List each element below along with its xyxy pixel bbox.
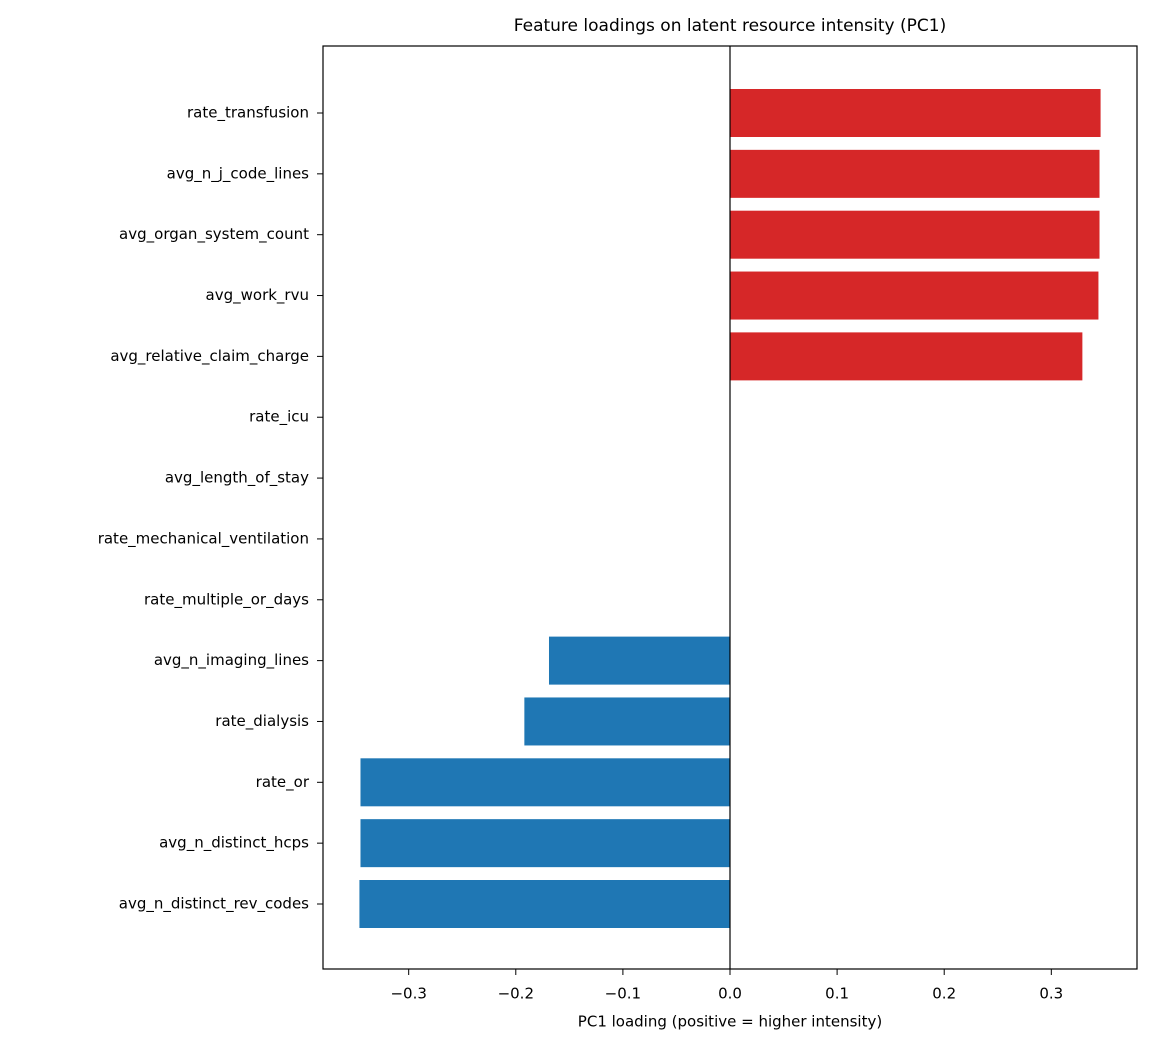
x-tick-label: −0.3 <box>390 985 426 1003</box>
y-tick-label: avg_relative_claim_charge <box>110 347 309 366</box>
bar <box>360 758 730 807</box>
bar <box>730 271 1099 320</box>
y-tick-label: rate_icu <box>249 408 309 427</box>
bar <box>730 149 1100 198</box>
y-tick-label: rate_multiple_or_days <box>144 590 309 609</box>
y-tick-label: avg_n_imaging_lines <box>154 651 309 670</box>
y-tick-label: avg_work_rvu <box>206 286 309 305</box>
y-tick-label: avg_length_of_stay <box>165 469 309 488</box>
chart-title: Feature loadings on latent resource inte… <box>514 16 946 36</box>
bar <box>524 697 730 746</box>
bar <box>730 89 1101 137</box>
x-tick-label: −0.1 <box>605 985 641 1003</box>
x-tick-label: 0.1 <box>825 985 849 1003</box>
bar <box>359 880 730 928</box>
y-tick-label: avg_n_distinct_hcps <box>159 834 309 853</box>
y-tick-label: avg_n_j_code_lines <box>167 164 310 183</box>
x-tick-label: 0.0 <box>718 985 742 1003</box>
y-tick-label: rate_transfusion <box>187 104 309 123</box>
bar <box>548 636 730 685</box>
bar <box>730 210 1100 259</box>
y-tick-label: avg_organ_system_count <box>119 225 309 244</box>
x-tick-label: −0.2 <box>498 985 534 1003</box>
x-tick-label: 0.2 <box>932 985 956 1003</box>
plot-frame <box>322 45 1138 970</box>
y-tick-label: rate_mechanical_ventilation <box>98 529 309 548</box>
x-tick-label: 0.3 <box>1039 985 1063 1003</box>
x-axis-label: PC1 loading (positive = higher intensity… <box>578 1013 882 1031</box>
y-tick-label: rate_or <box>256 773 310 792</box>
bar <box>730 332 1083 381</box>
y-tick-label: rate_dialysis <box>215 712 309 731</box>
bar <box>360 819 730 868</box>
y-tick-label: avg_n_distinct_rev_codes <box>119 895 309 914</box>
